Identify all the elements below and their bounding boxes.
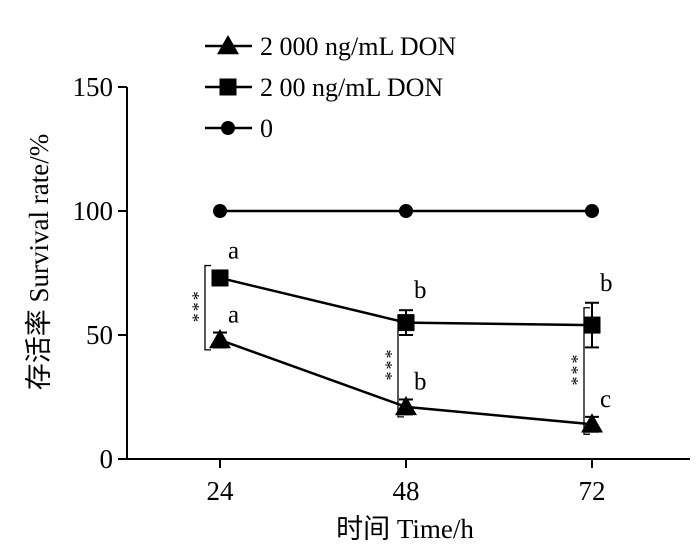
legend-label: 2 000 ng/mL DON: [260, 32, 456, 61]
x-tick-label: 48: [393, 476, 420, 506]
significance-bracket: ***: [562, 307, 590, 435]
data-point: [209, 328, 231, 349]
data-point: [581, 413, 603, 433]
significance-letter: b: [600, 270, 613, 297]
significance-bracket: ***: [183, 264, 211, 351]
x-axis-title: 时间 Time/h: [336, 514, 474, 544]
data-point: [585, 204, 599, 218]
y-tick-label: 100: [73, 196, 114, 226]
series-triangle: [209, 328, 603, 433]
data-point: [213, 204, 227, 218]
bracket-line: [397, 314, 404, 418]
data-point: [397, 314, 415, 332]
series-square: [211, 269, 601, 349]
significance-stars: ***: [562, 354, 582, 387]
legend-marker: [217, 35, 239, 55]
data-point: [395, 395, 417, 416]
legend-item: 0: [205, 114, 273, 143]
legend-label: 0: [260, 114, 273, 143]
data-point: [211, 269, 229, 287]
series-circle: [213, 204, 599, 218]
legend-marker: [221, 121, 235, 135]
significance-stars: ***: [183, 291, 203, 324]
significance-letter: b: [414, 368, 427, 395]
bracket-line: [204, 264, 211, 351]
legend-item: 2 00 ng/mL DON: [205, 73, 443, 102]
legend: 2 000 ng/mL DON 2 00 ng/mL DON 0: [205, 32, 456, 143]
data-point: [399, 204, 413, 218]
y-tick-label: 150: [73, 72, 114, 102]
significance-stars: ***: [376, 350, 396, 383]
plot-area: a a b b b c *** *** ***: [183, 204, 613, 435]
significance-bracket: ***: [376, 314, 404, 418]
significance-letter: a: [228, 302, 239, 329]
x-tick-label: 24: [207, 476, 235, 506]
axes: 0 50 100 150 24 48 72: [73, 72, 690, 506]
y-tick-label: 0: [100, 444, 114, 474]
x-tick-label: 72: [579, 476, 606, 506]
bracket-line: [583, 307, 590, 435]
significance-letter: c: [600, 386, 611, 413]
y-tick-label: 50: [86, 320, 113, 350]
legend-item: 2 000 ng/mL DON: [205, 32, 456, 61]
legend-label: 2 00 ng/mL DON: [260, 73, 443, 102]
legend-marker: [219, 78, 237, 96]
significance-letter: b: [414, 277, 427, 304]
y-axis-title: 存活率 Survival rate/%: [24, 134, 54, 390]
significance-letter: a: [228, 238, 239, 265]
data-point: [583, 316, 601, 334]
